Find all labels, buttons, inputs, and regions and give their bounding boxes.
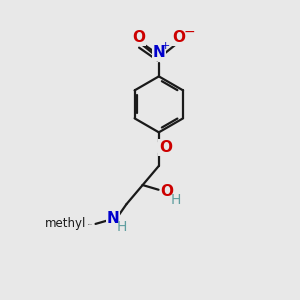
Text: N: N bbox=[152, 45, 165, 60]
Text: H: H bbox=[171, 193, 181, 207]
Text: H: H bbox=[116, 220, 127, 234]
Text: methyl: methyl bbox=[88, 223, 93, 224]
Text: +: + bbox=[160, 41, 170, 51]
Text: −: − bbox=[184, 25, 195, 39]
Text: O: O bbox=[160, 184, 173, 199]
Text: N: N bbox=[107, 212, 120, 226]
Text: methyl: methyl bbox=[44, 218, 86, 230]
Text: O: O bbox=[133, 30, 146, 45]
Text: O: O bbox=[159, 140, 172, 155]
Text: O: O bbox=[172, 30, 185, 45]
